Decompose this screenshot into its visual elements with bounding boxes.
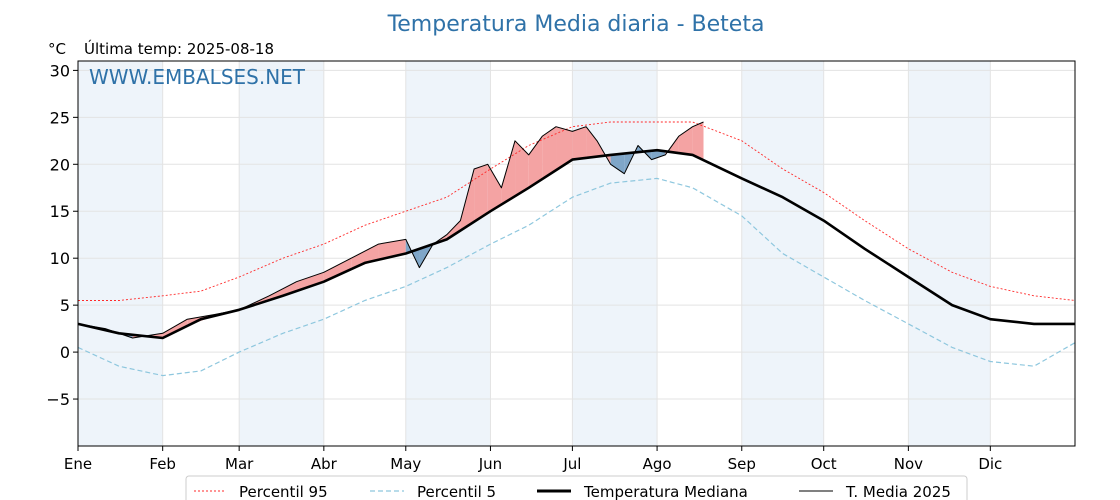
- anomaly-above-fill: [460, 168, 475, 231]
- y-tick-label: 10: [50, 249, 70, 268]
- month-band: [78, 61, 163, 446]
- month-band: [239, 61, 324, 446]
- anomaly-above-fill: [542, 126, 557, 179]
- anomaly-above-fill: [269, 281, 297, 301]
- anomaly-above-fill: [296, 272, 324, 292]
- x-tick-label: Sep: [728, 455, 756, 473]
- x-tick-label: Dic: [978, 455, 1002, 473]
- anomaly-above-fill: [678, 126, 693, 155]
- anomaly-above-fill: [351, 244, 379, 270]
- last-temp-label: Última temp: 2025-08-18: [84, 39, 274, 58]
- anomaly-above-fill: [487, 164, 502, 214]
- y-tick-label: 30: [50, 61, 70, 80]
- legend-label-median: Temperatura Mediana: [583, 483, 748, 500]
- anomaly-above-fill: [446, 220, 461, 240]
- legend: Percentil 95 Percentil 5 Temperatura Med…: [185, 475, 968, 500]
- month-band: [741, 61, 824, 446]
- series-line-p5: [77, 177, 1076, 377]
- watermark: WWW.EMBALSES.NET: [89, 65, 306, 89]
- anomaly-above-fill: [323, 258, 352, 282]
- series-line-p95: [78, 121, 1076, 301]
- anomaly-above-fill: [515, 140, 529, 197]
- x-tick-label: Jul: [562, 455, 581, 473]
- y-tick-label: 5: [60, 296, 70, 315]
- month-band: [908, 61, 991, 446]
- x-tick-label: Abr: [311, 455, 338, 473]
- anomaly-above-fill: [528, 136, 543, 188]
- anomaly-above-fill: [572, 126, 587, 160]
- y-tick-label: 0: [60, 343, 70, 362]
- anomaly-above-fill: [162, 319, 188, 339]
- anomaly-above-fill: [556, 126, 573, 171]
- y-tick-label: 20: [50, 155, 70, 174]
- x-tick-label: May: [390, 455, 421, 473]
- chart-title: Temperatura Media diaria - Beteta: [387, 12, 765, 37]
- plot-frame: [77, 60, 1076, 447]
- legend-label-p5: Percentil 5: [417, 483, 496, 500]
- y-tick-label: 25: [50, 108, 70, 127]
- anomaly-above-fill: [474, 164, 488, 222]
- y-tick-label: −5: [46, 390, 70, 409]
- legend-label-media2025: T. Media 2025: [845, 483, 951, 500]
- x-tick-label: Oct: [811, 455, 837, 473]
- x-tick-label: Nov: [894, 455, 923, 473]
- anomaly-above-fill: [692, 122, 704, 161]
- anomaly-below-fill: [651, 150, 666, 160]
- x-tick-label: Feb: [149, 455, 176, 473]
- x-tick-label: Ago: [643, 455, 672, 473]
- x-tick-label: Mar: [225, 455, 254, 473]
- plot-area: −5 0 5 10 15 20 25 30 Ene Feb Mar Abr May Jun Jul Ago Se…: [46, 60, 1076, 473]
- x-tick-label: Ene: [64, 455, 92, 473]
- anomaly-above-fill: [501, 140, 516, 205]
- series-line-media2025: [77, 121, 704, 339]
- anomaly-above-fill: [586, 126, 597, 158]
- month-band: [572, 61, 658, 446]
- x-tick-label: Jun: [478, 455, 502, 473]
- legend-box: [185, 475, 968, 500]
- unit-label: °C: [48, 40, 66, 58]
- y-tick-label: 15: [50, 202, 70, 221]
- legend-label-p95: Percentil 95: [239, 483, 328, 500]
- anomaly-below-fill: [610, 153, 625, 174]
